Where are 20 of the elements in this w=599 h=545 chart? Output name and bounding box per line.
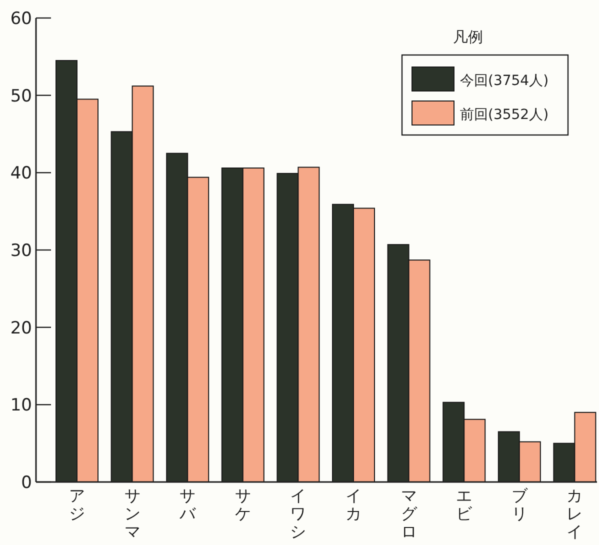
x-tick-label: カレイ (566, 486, 583, 541)
x-tick-label: イカ (346, 486, 362, 523)
x-tick-label: サバ (178, 486, 197, 523)
legend-title: 凡例 (453, 28, 483, 46)
x-tick-label: イワシ (290, 486, 306, 541)
x-tick-label: マグロ (400, 486, 418, 541)
y-tick-label: 0 (21, 473, 32, 493)
legend-label: 前回(3552人) (460, 107, 549, 123)
y-tick-label: 20 (10, 318, 32, 338)
legend-label: 今回(3754人) (460, 73, 549, 89)
y-tick-label: 10 (10, 396, 32, 416)
y-tick-label: 40 (10, 164, 32, 184)
x-tick-label: サケ (234, 486, 251, 523)
x-tick-label: エビ (456, 486, 474, 523)
y-tick-label: 60 (10, 9, 32, 29)
y-tick-label: 30 (10, 241, 32, 261)
x-tick-label: サンマ (124, 486, 140, 541)
x-tick-label: アジ (69, 486, 85, 523)
y-tick-label: 50 (10, 86, 32, 106)
x-tick-label: ブリ (511, 486, 528, 523)
